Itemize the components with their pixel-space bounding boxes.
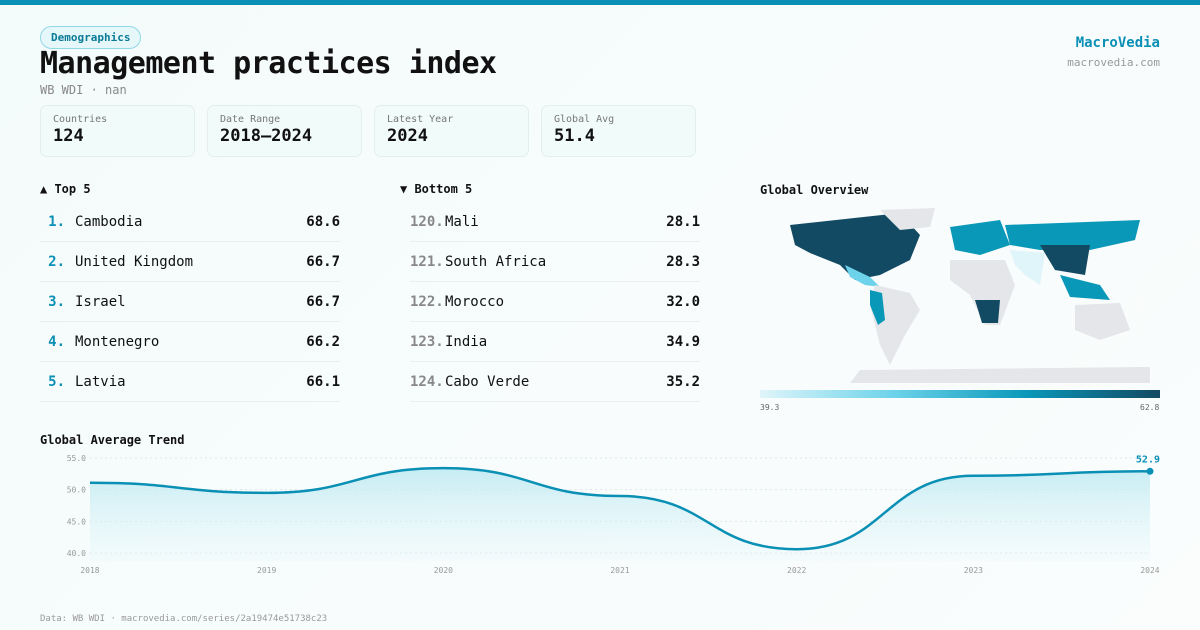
list-item[interactable]: 120. Mali 28.1 xyxy=(410,202,700,242)
y-tick-label: 40.0 xyxy=(67,549,86,558)
map-north-america[interactable] xyxy=(790,213,920,280)
list-item[interactable]: 123. India 34.9 xyxy=(410,322,700,362)
country-value: 34.9 xyxy=(666,333,700,350)
country-value: 66.7 xyxy=(306,253,340,270)
map-china[interactable] xyxy=(1040,245,1090,275)
map-southern-africa[interactable] xyxy=(975,300,1000,323)
country-name: United Kingdom xyxy=(75,253,194,270)
x-tick-label: 2020 xyxy=(434,566,453,575)
map-antarctica[interactable] xyxy=(850,367,1150,383)
stat-date-range: Date Range 2018–2024 xyxy=(207,105,362,157)
map-australia[interactable] xyxy=(1075,303,1130,340)
country-name: Cambodia xyxy=(75,213,143,230)
stat-label: Latest Year xyxy=(387,114,454,125)
list-item[interactable]: 5. Latvia 66.1 xyxy=(40,362,340,402)
x-tick-label: 2021 xyxy=(610,566,629,575)
data-point[interactable] xyxy=(1146,467,1154,475)
y-tick-label: 55.0 xyxy=(67,454,86,463)
legend-max: 62.8 xyxy=(1140,403,1160,412)
map-russia-asia[interactable] xyxy=(1005,220,1140,250)
rank: 5. xyxy=(48,373,65,390)
country-value: 28.1 xyxy=(666,213,700,230)
stat-value: 51.4 xyxy=(554,126,595,146)
page-title: Management practices index xyxy=(40,46,497,81)
list-item[interactable]: 121. South Africa 28.3 xyxy=(410,242,700,282)
country-name: South Africa xyxy=(445,253,547,270)
bottom5-list: 120. Mali 28.1 121. South Africa 28.3 122. Moro… xyxy=(410,202,700,402)
brand-name[interactable]: MacroVedia xyxy=(1075,35,1160,51)
map-legend-gradient xyxy=(760,390,1160,398)
rank: 124. xyxy=(410,373,444,390)
rank: 121. xyxy=(410,253,444,270)
rank: 4. xyxy=(48,333,65,350)
map-europe[interactable] xyxy=(950,220,1010,255)
y-tick-label: 50.0 xyxy=(67,486,86,495)
country-value: 66.1 xyxy=(306,373,340,390)
top-accent-bar xyxy=(0,0,1200,5)
legend-min: 39.3 xyxy=(760,403,780,412)
country-name: Morocco xyxy=(445,293,505,310)
rank: 120. xyxy=(410,213,444,230)
stat-countries: Countries 124 xyxy=(40,105,195,157)
stat-global-avg: Global Avg 51.4 xyxy=(541,105,696,157)
trend-title: Global Average Trend xyxy=(40,433,185,447)
list-item[interactable]: 1. Cambodia 68.6 xyxy=(40,202,340,242)
country-name: Mali xyxy=(445,213,479,230)
rank: 123. xyxy=(410,333,444,350)
bottom5-title: ▼ Bottom 5 xyxy=(400,182,473,196)
country-name: India xyxy=(445,333,488,350)
list-item[interactable]: 3. Israel 66.7 xyxy=(40,282,340,322)
rank: 1. xyxy=(48,213,65,230)
page-subtitle: WB WDI · nan xyxy=(40,83,127,97)
country-name: Latvia xyxy=(75,373,126,390)
world-map xyxy=(790,208,1150,383)
x-tick-label: 2018 xyxy=(80,566,99,575)
rank: 2. xyxy=(48,253,65,270)
country-value: 35.2 xyxy=(666,373,700,390)
brand: MacroVedia macrovedia.com xyxy=(1067,35,1160,69)
map-south-america-west[interactable] xyxy=(870,290,885,325)
map-title: Global Overview xyxy=(760,183,869,197)
rank: 122. xyxy=(410,293,444,310)
stat-value: 2018–2024 xyxy=(220,126,313,146)
trend-area xyxy=(90,468,1150,561)
map-central-america[interactable] xyxy=(845,265,880,287)
country-value: 32.0 xyxy=(666,293,700,310)
stat-value: 2024 xyxy=(387,126,428,146)
stat-value: 124 xyxy=(53,126,84,146)
top5-title: ▲ Top 5 xyxy=(40,182,91,196)
map-se-asia[interactable] xyxy=(1060,275,1110,300)
trend-line xyxy=(89,466,1151,551)
footer-source: Data: WB WDI · macrovedia.com/series/2a1… xyxy=(40,614,328,624)
y-tick-label: 45.0 xyxy=(67,517,86,526)
stat-latest-year: Latest Year 2024 xyxy=(374,105,529,157)
country-value: 66.7 xyxy=(306,293,340,310)
list-item[interactable]: 2. United Kingdom 66.7 xyxy=(40,242,340,282)
stat-label: Date Range xyxy=(220,114,281,125)
country-name: Montenegro xyxy=(75,333,160,350)
country-name: Israel xyxy=(75,293,126,310)
country-name: Cabo Verde xyxy=(445,373,530,390)
x-tick-label: 2024 xyxy=(1140,566,1159,575)
rank: 3. xyxy=(48,293,65,310)
x-tick-label: 2022 xyxy=(787,566,806,575)
country-value: 68.6 xyxy=(306,213,340,230)
top5-list: 1. Cambodia 68.6 2. United Kingdom 66.7 3. Isra… xyxy=(40,202,340,402)
map-greenland[interactable] xyxy=(880,208,935,230)
stat-label: Countries xyxy=(53,114,108,125)
trend-chart: 55.0 50.0 45.0 40.0 2018 2019 2020 2021 2022 2023… xyxy=(67,454,1160,575)
brand-url[interactable]: macrovedia.com xyxy=(1067,56,1160,69)
x-tick-label: 2019 xyxy=(257,566,276,575)
list-item[interactable]: 4. Montenegro 66.2 xyxy=(40,322,340,362)
list-item[interactable]: 122. Morocco 32.0 xyxy=(410,282,700,322)
last-value-label: 52.9 xyxy=(1136,454,1160,465)
list-item[interactable]: 124. Cabo Verde 35.2 xyxy=(410,362,700,402)
map-south-asia[interactable] xyxy=(1010,250,1045,285)
stat-label: Global Avg xyxy=(554,114,615,125)
x-tick-label: 2023 xyxy=(964,566,983,575)
country-value: 66.2 xyxy=(306,333,340,350)
category-tag[interactable]: Demographics xyxy=(40,26,142,49)
country-value: 28.3 xyxy=(666,253,700,270)
